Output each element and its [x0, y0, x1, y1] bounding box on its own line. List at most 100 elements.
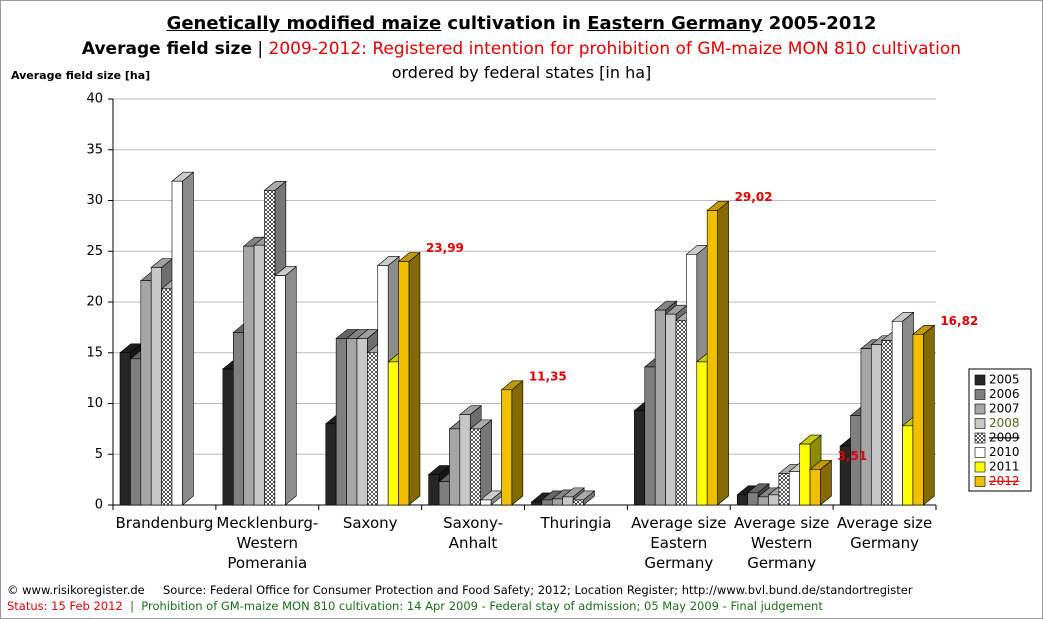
legend-swatch [974, 476, 986, 487]
bar [686, 253, 698, 506]
bar [696, 361, 708, 506]
bar [654, 309, 666, 506]
x-tick-label: Mecklenburg- Western Pomerania [216, 514, 319, 572]
bar [232, 332, 244, 506]
bar [119, 352, 131, 506]
x-tick-label: Average size Western Germany [733, 514, 830, 572]
legend-swatch [974, 447, 986, 458]
bar [541, 499, 553, 506]
bar [747, 492, 759, 506]
bar-side [511, 380, 524, 506]
footer-line: Status: 15 Feb 2012 | Prohibition of GM-… [7, 599, 823, 613]
bar [438, 481, 450, 506]
bar-side [923, 324, 935, 506]
subtitle-part: | [251, 39, 269, 59]
bar-3d [706, 200, 730, 506]
bar [675, 319, 687, 506]
bar-side [717, 200, 729, 506]
bar [140, 280, 152, 506]
bar [757, 496, 769, 506]
bar-3d [912, 324, 936, 506]
bar [778, 473, 790, 506]
bar-3d [274, 265, 298, 506]
legend-swatch [974, 374, 986, 386]
bar [449, 428, 461, 506]
subtitle-part: 2009-2012: Registered intention for proh… [268, 39, 962, 59]
bar [264, 190, 276, 506]
y-tick-label: 0 [95, 498, 103, 513]
separator: | [130, 599, 134, 613]
bar [881, 340, 893, 506]
x-tick-label: Thuringia [540, 514, 612, 532]
legend-label: 2007 [989, 402, 1020, 416]
bar [912, 333, 924, 506]
x-tick-label: Average size Germany [836, 514, 933, 552]
bar [634, 410, 646, 506]
bar [428, 474, 440, 506]
y-tick-label: 25 [86, 244, 103, 259]
bar [377, 265, 389, 506]
bar [480, 499, 492, 506]
status: Status: 15 Feb 2012 [7, 599, 123, 613]
y-tick-label: 30 [86, 193, 103, 208]
bar-side [182, 171, 194, 506]
bar [398, 261, 410, 506]
value-label: 16,82 [940, 314, 978, 328]
title-part: Eastern Germany [587, 13, 763, 34]
subtitle: Average field size | 2009-2012: Register… [1, 39, 1042, 59]
legend-label: 2009 [989, 431, 1020, 445]
bar-side [408, 251, 421, 506]
bar [706, 210, 718, 506]
y-tick-label: 35 [86, 142, 103, 157]
bar [871, 344, 883, 506]
bar [469, 428, 481, 506]
bar [222, 368, 234, 506]
subtitle-part: Average field size [81, 39, 252, 59]
bar [356, 338, 368, 506]
bar [335, 338, 347, 506]
x-tick-label: Saxony [342, 514, 398, 532]
legend-label: 2012 [989, 474, 1020, 488]
value-label: 11,35 [529, 369, 567, 383]
x-tick-label: Average size Eastern Germany [631, 514, 727, 572]
chart-title: Genetically modified maize cultivation i… [1, 13, 1042, 34]
legend-swatch [974, 418, 986, 429]
bar-3d [479, 490, 503, 506]
legend-swatch [974, 389, 986, 400]
x-tick-label: Saxony- Anhalt [443, 514, 503, 552]
bar [768, 494, 780, 506]
title-part: Genetically modified maize [166, 13, 442, 34]
bar [809, 469, 821, 506]
x-tick-label: Brandenburg [115, 514, 214, 532]
y-tick-label: 15 [86, 345, 103, 360]
value-label: 29,02 [735, 190, 773, 204]
bar [387, 361, 399, 506]
bar [551, 498, 563, 506]
bar [531, 501, 543, 506]
bar [572, 499, 584, 506]
copyright: © www.risikoregister.de [7, 583, 145, 597]
y-tick-label: 10 [86, 396, 103, 411]
value-label: 3,51 [837, 449, 867, 463]
y-tick-label: 20 [86, 295, 103, 310]
bar-side [284, 265, 297, 506]
subtitle2: ordered by federal states [in ha] [391, 63, 652, 82]
bar [799, 443, 811, 506]
bar-3d [809, 459, 833, 506]
bar-3d [469, 419, 493, 506]
bar-3d [397, 251, 421, 506]
prohibition: Prohibition of GM-maize MON 810 cultivat… [141, 599, 823, 613]
bar [665, 313, 677, 506]
bar [243, 245, 255, 506]
bar [736, 494, 748, 506]
bar [253, 244, 265, 506]
bar [325, 423, 337, 506]
bar [130, 358, 142, 506]
bar [644, 366, 656, 506]
bar [367, 352, 379, 506]
bar [860, 348, 872, 506]
legend-swatch [974, 403, 986, 415]
bar-3d [171, 171, 195, 506]
